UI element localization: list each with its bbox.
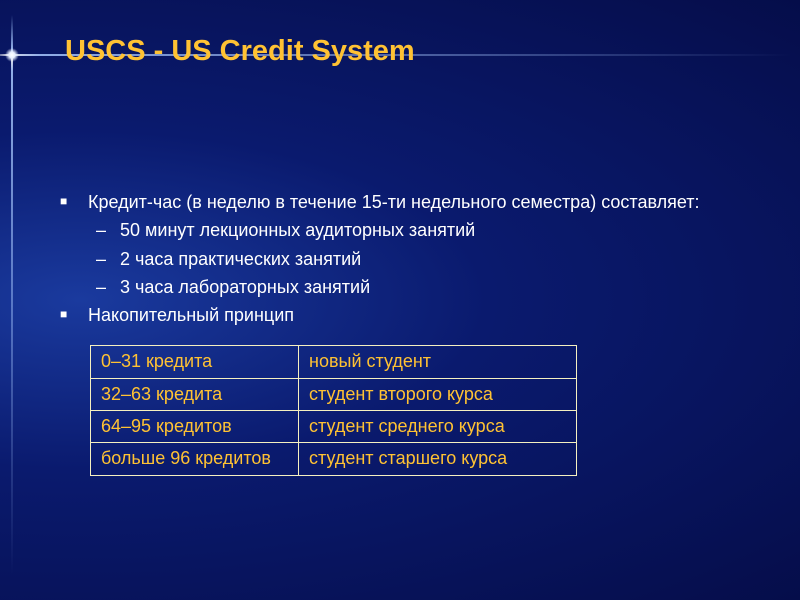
table-cell: 64–95 кредитов: [91, 411, 299, 443]
table-cell: студент второго курса: [299, 378, 577, 410]
table-row: 64–95 кредитов студент среднего курса: [91, 411, 577, 443]
credits-table: 0–31 кредита новый студент 32–63 кредита…: [90, 345, 577, 475]
slide-content: Кредит-час (в неделю в течение 15-ти нед…: [60, 190, 760, 476]
slide-title: USCS - US Credit System: [65, 35, 415, 68]
credits-table-wrap: 0–31 кредита новый студент 32–63 кредита…: [90, 345, 760, 475]
bullet-item: Кредит-час (в неделю в течение 15-ти нед…: [60, 190, 760, 214]
table-cell: 32–63 кредита: [91, 378, 299, 410]
table-cell: больше 96 кредитов: [91, 443, 299, 475]
table-cell: 0–31 кредита: [91, 346, 299, 378]
table-cell: новый студент: [299, 346, 577, 378]
sub-bullet-item: 3 часа лабораторных занятий: [60, 275, 760, 299]
sub-bullet-item: 2 часа практических занятий: [60, 247, 760, 271]
table-cell: студент старшего курса: [299, 443, 577, 475]
table-cell: студент среднего курса: [299, 411, 577, 443]
bullet-item: Накопительный принцип: [60, 303, 760, 327]
table-row: 0–31 кредита новый студент: [91, 346, 577, 378]
table-row: больше 96 кредитов студент старшего курс…: [91, 443, 577, 475]
table-row: 32–63 кредита студент второго курса: [91, 378, 577, 410]
sub-bullet-item: 50 минут лекционных аудиторных занятий: [60, 218, 760, 242]
